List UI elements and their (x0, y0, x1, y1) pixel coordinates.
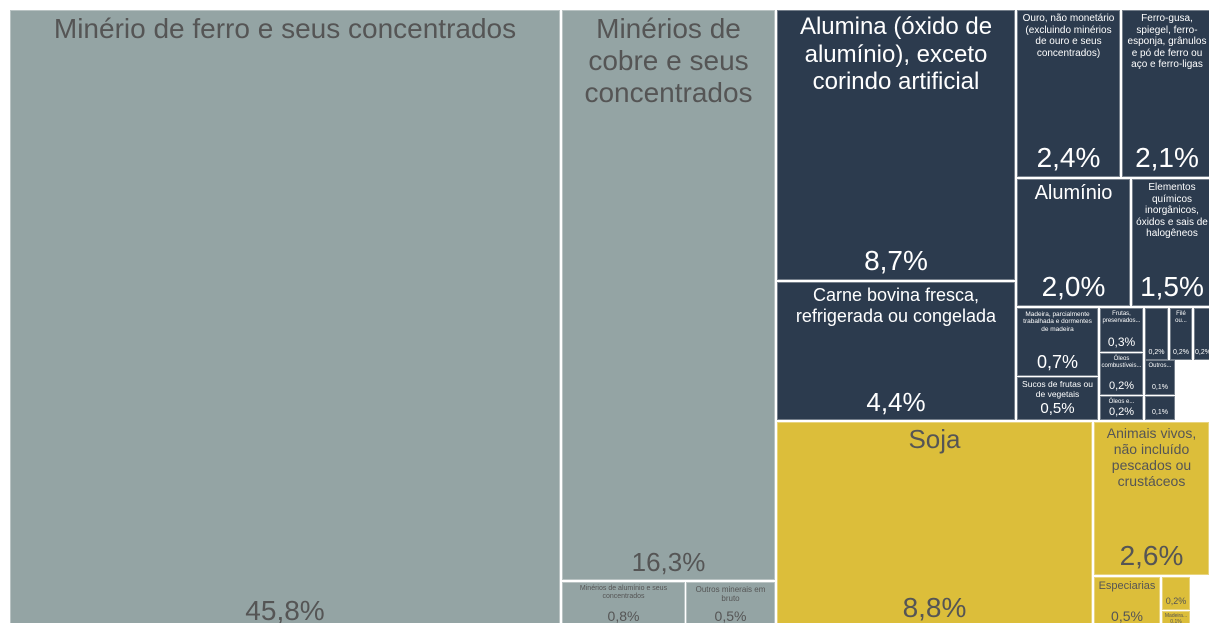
cell-value: 0,2% (1173, 349, 1189, 357)
cell-value: 2,4% (1036, 142, 1101, 174)
cell-label: Carne bovina fresca, refrigerada ou cong… (795, 285, 997, 326)
treemap-cell: Outros... 0,1% (1145, 360, 1175, 395)
spacer (1201, 309, 1205, 311)
cell-value: 16,3% (631, 547, 706, 578)
cell-value: 8,7% (864, 245, 928, 277)
cell-value: 0,1% (1170, 618, 1182, 623)
treemap-cell: Minério de ferro e seus concentrados 45,8… (10, 10, 560, 623)
cell-value: 8,8% (902, 592, 967, 623)
cell-label: Alumínio (1034, 182, 1113, 204)
treemap-cell: 0,2% (1194, 308, 1209, 360)
cell-label: Filé ou... (1175, 311, 1187, 324)
cell-value: 0,1% (1152, 409, 1168, 417)
cell-label: Outros... (1148, 363, 1172, 369)
spacer (1158, 397, 1162, 399)
cell-value: 0,5% (1040, 399, 1075, 417)
cell-value: 0,2% (1148, 349, 1165, 357)
treemap-cell: Óleos e... 0,2% (1100, 396, 1143, 420)
spacer (1155, 309, 1159, 311)
cell-label: Óleos e... (1108, 399, 1135, 405)
treemap-cell: Madeira, parcialmente trabalhada e dorme… (1017, 308, 1098, 376)
cell-label: Soja (908, 424, 961, 454)
treemap-cell: Sucos de frutas ou de vegetais 0,5% (1017, 377, 1098, 420)
cell-label: Ferro-gusa, spiegel, ferro-esponja, grân… (1127, 13, 1207, 70)
cell-value: 0,8% (607, 607, 640, 623)
treemap-cell: Ouro, não monetário (excluindo minérios … (1017, 10, 1120, 177)
cell-label: Sucos de frutas ou de vegetais (1022, 379, 1093, 399)
treemap-cell: Minérios de cobre e seus concentrados 16,… (562, 10, 775, 580)
treemap-cell: Alumínio 2,0% (1017, 179, 1130, 306)
cell-label: Frutas, preservados... (1102, 311, 1141, 324)
cell-label: Madeira, parcialmente trabalhada e dorme… (1023, 311, 1092, 333)
treemap-cell: Carne bovina fresca, refrigerada ou cong… (777, 282, 1015, 420)
treemap-cell: Filé ou... 0,2% (1170, 308, 1192, 360)
treemap-cell: Madeira... 0,1% (1162, 611, 1190, 623)
cell-value: 1,5% (1140, 271, 1204, 303)
treemap-cell: Minérios de alumínio e seus concentrados… (562, 582, 685, 623)
cell-label: Elementos químicos inorgânicos, óxidos e… (1136, 182, 1208, 239)
cell-label: Madeira... (1164, 613, 1188, 619)
cell-value: 0,2% (1108, 405, 1135, 418)
treemap-cell: 0,2% (1162, 577, 1190, 610)
treemap-cell: 0,2% (1145, 308, 1168, 360)
cell-label: Ouro, não monetário (excluindo minérios … (1022, 13, 1115, 59)
cell-value: 2,0% (1041, 271, 1106, 303)
cell-value: 45,8% (245, 595, 325, 623)
treemap-cell: Soja 8,8% (777, 422, 1092, 623)
cell-value: 0,5% (1111, 607, 1143, 623)
treemap-cell: Especiarias 0,5% (1094, 577, 1160, 623)
cell-label: Animais vivos, não incluído pescados ou … (1106, 425, 1197, 490)
cell-label: Minérios de cobre e seus concentrados (584, 13, 753, 109)
cell-value: 0,3% (1107, 334, 1136, 349)
cell-label: Minério de ferro e seus concentrados (53, 13, 517, 44)
treemap-cell: Animais vivos, não incluído pescados ou … (1094, 422, 1209, 575)
treemap-cell: Ferro-gusa, spiegel, ferro-esponja, grân… (1122, 10, 1209, 177)
cell-value: 0,2% (1165, 596, 1187, 607)
cell-value: 2,1% (1135, 142, 1199, 174)
spacer (1174, 578, 1178, 580)
cell-label: Minérios de alumínio e seus concentrados (579, 585, 668, 601)
treemap-cell: Óleos combustíveis... 0,2% (1100, 353, 1143, 395)
treemap-cell: Elementos químicos inorgânicos, óxidos e… (1132, 179, 1209, 306)
treemap-cell: Frutas, preservados... 0,3% (1100, 308, 1143, 352)
cell-value: 0,1% (1152, 384, 1168, 392)
cell-value: 0,2% (1195, 349, 1209, 357)
cell-label: Óleos combustíveis... (1101, 356, 1142, 369)
treemap-cell: 0,1% (1145, 396, 1175, 420)
cell-label: Alumina (óxido de alumínio), exceto cori… (799, 13, 993, 96)
cell-value: 4,4% (866, 387, 926, 418)
cell-value: 0,7% (1036, 352, 1079, 373)
cell-value: 0,5% (714, 607, 747, 623)
cell-value: 2,6% (1119, 540, 1184, 572)
treemap-cell: Outros minerais em bruto 0,5% (686, 582, 775, 623)
cell-value: 0,2% (1108, 379, 1135, 392)
cell-label: Outros minerais em bruto (695, 585, 766, 604)
treemap-cell: Alumina (óxido de alumínio), exceto cori… (777, 10, 1015, 280)
cell-label: Especiarias (1098, 580, 1156, 592)
